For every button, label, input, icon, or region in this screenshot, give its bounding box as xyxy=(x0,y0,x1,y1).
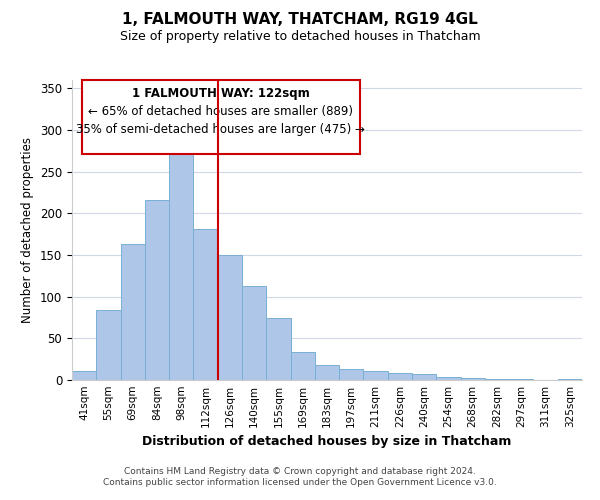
Bar xyxy=(436,376,461,380)
FancyBboxPatch shape xyxy=(82,80,360,154)
X-axis label: Distribution of detached houses by size in Thatcham: Distribution of detached houses by size … xyxy=(142,436,512,448)
Text: Contains public sector information licensed under the Open Government Licence v3: Contains public sector information licen… xyxy=(103,478,497,487)
Bar xyxy=(266,318,290,380)
Text: 1, FALMOUTH WAY, THATCHAM, RG19 4GL: 1, FALMOUTH WAY, THATCHAM, RG19 4GL xyxy=(122,12,478,28)
Bar xyxy=(461,378,485,380)
Bar xyxy=(485,379,509,380)
Bar xyxy=(290,352,315,380)
Bar xyxy=(169,141,193,380)
Text: Size of property relative to detached houses in Thatcham: Size of property relative to detached ho… xyxy=(119,30,481,43)
Bar xyxy=(193,229,218,380)
Bar xyxy=(218,255,242,380)
Bar xyxy=(412,374,436,380)
Text: 1 FALMOUTH WAY: 122sqm: 1 FALMOUTH WAY: 122sqm xyxy=(132,88,310,101)
Bar xyxy=(388,372,412,380)
Bar xyxy=(315,365,339,380)
Bar xyxy=(72,371,96,380)
Bar xyxy=(339,369,364,380)
Text: ← 65% of detached houses are smaller (889): ← 65% of detached houses are smaller (88… xyxy=(88,106,353,118)
Bar xyxy=(121,244,145,380)
Text: 35% of semi-detached houses are larger (475) →: 35% of semi-detached houses are larger (… xyxy=(76,124,365,136)
Y-axis label: Number of detached properties: Number of detached properties xyxy=(22,137,34,323)
Bar xyxy=(558,379,582,380)
Text: Contains HM Land Registry data © Crown copyright and database right 2024.: Contains HM Land Registry data © Crown c… xyxy=(124,467,476,476)
Bar xyxy=(242,286,266,380)
Bar xyxy=(145,200,169,380)
Bar xyxy=(509,379,533,380)
Bar xyxy=(364,371,388,380)
Bar xyxy=(96,310,121,380)
